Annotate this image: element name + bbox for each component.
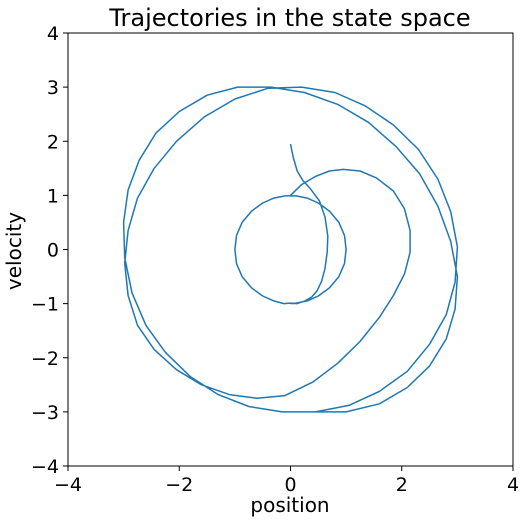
y-tick-label: −2 — [31, 348, 59, 370]
x-axis-ticks: −4 −2 0 2 4 — [54, 466, 519, 496]
chart-title: Trajectories in the state space — [108, 4, 470, 32]
y-tick-label: 3 — [47, 77, 59, 99]
x-tick-label: 4 — [507, 474, 519, 496]
x-tick-label: 0 — [284, 474, 296, 496]
y-tick-label: −1 — [31, 294, 59, 316]
x-tick-label: −4 — [54, 474, 82, 496]
trajectory-line-2 — [122, 86, 459, 413]
x-tick-label: −2 — [165, 474, 193, 496]
trajectory-line-1 — [234, 143, 347, 305]
y-axis-ticks: −4 −3 −2 −1 0 1 2 3 4 — [31, 23, 68, 478]
y-axis-label: velocity — [2, 212, 26, 290]
x-axis-label: position — [250, 493, 329, 517]
plot-area — [67, 32, 514, 467]
y-tick-label: −4 — [31, 456, 59, 478]
y-tick-label: 2 — [47, 131, 59, 153]
y-tick-label: 0 — [47, 240, 59, 262]
y-tick-label: 1 — [47, 185, 59, 207]
y-tick-label: −3 — [31, 402, 59, 424]
trajectory-lines — [122, 86, 459, 413]
axes-frame — [67, 32, 514, 467]
x-tick-label: 2 — [396, 474, 408, 496]
y-tick-label: 4 — [47, 23, 59, 45]
